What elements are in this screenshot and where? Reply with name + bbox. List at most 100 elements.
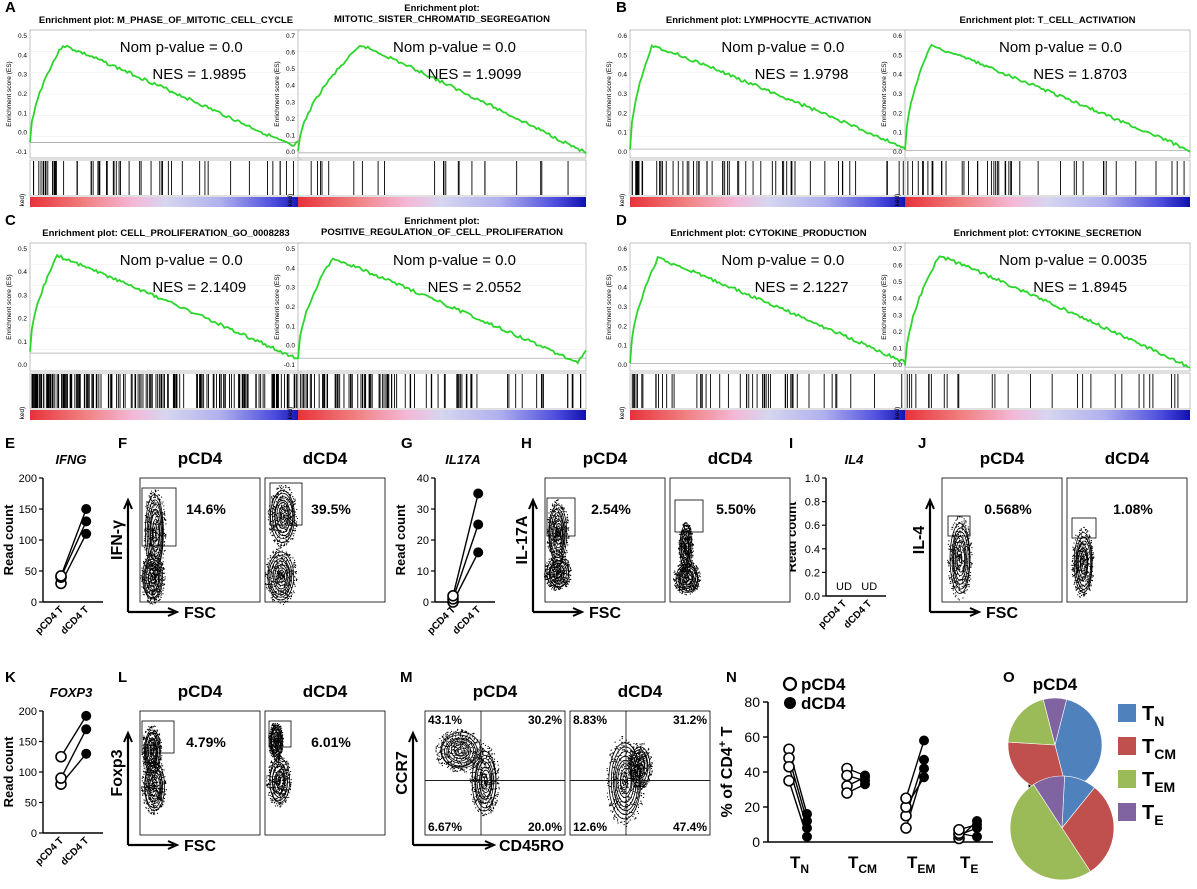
- flow-event-dot: [269, 555, 271, 557]
- flow-event-dot: [696, 588, 698, 591]
- flow-event-dot: [968, 586, 970, 588]
- gsea-title: Enrichment plot: LYMPHOCYTE_ACTIVATION: [666, 15, 871, 26]
- flow-event-dot: [162, 553, 165, 555]
- gsea-rank-label: ked): [19, 407, 26, 420]
- flow-event-dot: [274, 539, 276, 541]
- flow-event-dot: [968, 537, 970, 539]
- flow-event-dot: [271, 597, 273, 599]
- flow-event-dot: [164, 576, 166, 578]
- flow-event-dot: [153, 586, 156, 588]
- flow-event-dot: [568, 578, 570, 580]
- flow-event-dot: [557, 540, 560, 542]
- flow-event-dot: [567, 561, 569, 563]
- y-tick-label: 0.4: [805, 544, 820, 556]
- gsea-nes: NES = 1.9099: [428, 66, 522, 83]
- flow-event-dot: [270, 529, 272, 531]
- flow-event-dot: [948, 563, 950, 565]
- flow-event-dot: [149, 603, 151, 605]
- flow-event-dot: [290, 556, 292, 559]
- flow-y-axis-label: IFN-γ: [109, 520, 126, 560]
- flow-event-dot: [155, 583, 157, 585]
- flow-event-dot: [677, 584, 679, 586]
- flow-event-dot: [268, 514, 270, 516]
- flow-event-dot: [558, 524, 560, 526]
- flow-event-dot: [143, 594, 146, 596]
- flow-event-dot: [957, 547, 959, 549]
- flow-event-dot: [152, 591, 154, 593]
- gsea-plot-A2: Enrichment plot:MITOTIC_SISTER_CHROMATID…: [274, 3, 587, 207]
- flow-event-dot: [564, 572, 567, 575]
- dcd4-point: [81, 710, 92, 721]
- flow-contour: [555, 525, 562, 541]
- flow-event-dot: [154, 599, 156, 601]
- flow-event-dot: [686, 573, 689, 576]
- flow-event-dot: [558, 550, 561, 552]
- flow-event-dot: [1078, 532, 1081, 534]
- flow-event-dot: [544, 569, 547, 571]
- flow-event-dot: [555, 502, 557, 504]
- flow-event-dot: [958, 564, 960, 566]
- flow-event-dot: [554, 539, 556, 541]
- flow-event-dot: [147, 599, 149, 601]
- flow-event-dot: [953, 581, 955, 584]
- flow-event-dot: [164, 519, 166, 521]
- gsea-ytick: 0.7: [893, 246, 902, 253]
- flow-event-dot: [271, 576, 274, 578]
- flow-event-dot: [557, 536, 559, 538]
- flow-event-dot: [965, 545, 968, 548]
- flow-event-dot: [698, 571, 700, 573]
- flow-event-dot: [1079, 569, 1081, 571]
- flow-event-dot: [164, 537, 166, 539]
- flow-event-dot: [150, 499, 152, 501]
- flow-event-dot: [154, 552, 156, 554]
- flow-event-dot: [155, 579, 158, 581]
- flow-event-dot: [555, 558, 557, 561]
- flow-event-dot: [148, 569, 150, 572]
- flow-event-dot: [957, 598, 959, 600]
- flow-event-dot: [561, 553, 564, 555]
- flow-event-dot: [291, 572, 294, 574]
- flow-event-dot: [566, 582, 568, 584]
- flow-event-dot: [680, 563, 682, 565]
- flow-event-dot: [684, 522, 686, 524]
- flow-event-dot: [960, 532, 962, 534]
- flow-event-dot: [152, 587, 154, 589]
- flow-event-dot: [544, 577, 546, 579]
- flow-event-dot: [288, 554, 290, 556]
- flow-event-dot: [153, 492, 155, 495]
- flow-event-dot: [156, 572, 158, 574]
- flow-event-dot: [286, 517, 288, 520]
- flow-event-dot: [272, 516, 274, 518]
- flow-event-dot: [553, 589, 556, 591]
- flow-event-dot: [553, 556, 555, 558]
- flow-event-dot: [547, 547, 549, 549]
- y-tick-label: 30: [417, 504, 429, 516]
- flow-event-dot: [1092, 551, 1094, 554]
- flow-event-dot: [685, 560, 688, 563]
- flow-event-dot: [154, 570, 156, 572]
- flow-event-dot: [688, 588, 691, 591]
- flow-event-dot: [275, 548, 278, 550]
- flow-event-dot: [290, 493, 292, 495]
- gsea-es-curve: [904, 43, 1191, 153]
- flow-event-dot: [553, 578, 555, 581]
- flow-event-dot: [949, 578, 951, 580]
- flow-event-dot: [678, 542, 680, 544]
- gsea-ytick: 0.6: [893, 263, 902, 270]
- flow-event-dot: [294, 530, 296, 532]
- flow-event-dot: [276, 497, 279, 499]
- y-tick-label: 200: [19, 706, 37, 718]
- flow-event-dot: [674, 570, 676, 572]
- flow-event-dot: [283, 558, 285, 560]
- flow-event-dot: [292, 496, 294, 498]
- flow-contour: [675, 564, 699, 593]
- flow-event-dot: [148, 495, 150, 497]
- flow-event-dot: [949, 582, 951, 584]
- flow-event-dot: [280, 591, 283, 593]
- panel-label-D: D: [616, 212, 627, 229]
- flow-event-dot: [687, 590, 689, 593]
- flow-contour: [270, 490, 295, 543]
- flow-event-dot: [559, 567, 562, 569]
- gsea-plot-C1: Enrichment plot: CELL_PROLIFERATION_GO_0…: [6, 228, 303, 420]
- flow-contour: [677, 565, 698, 592]
